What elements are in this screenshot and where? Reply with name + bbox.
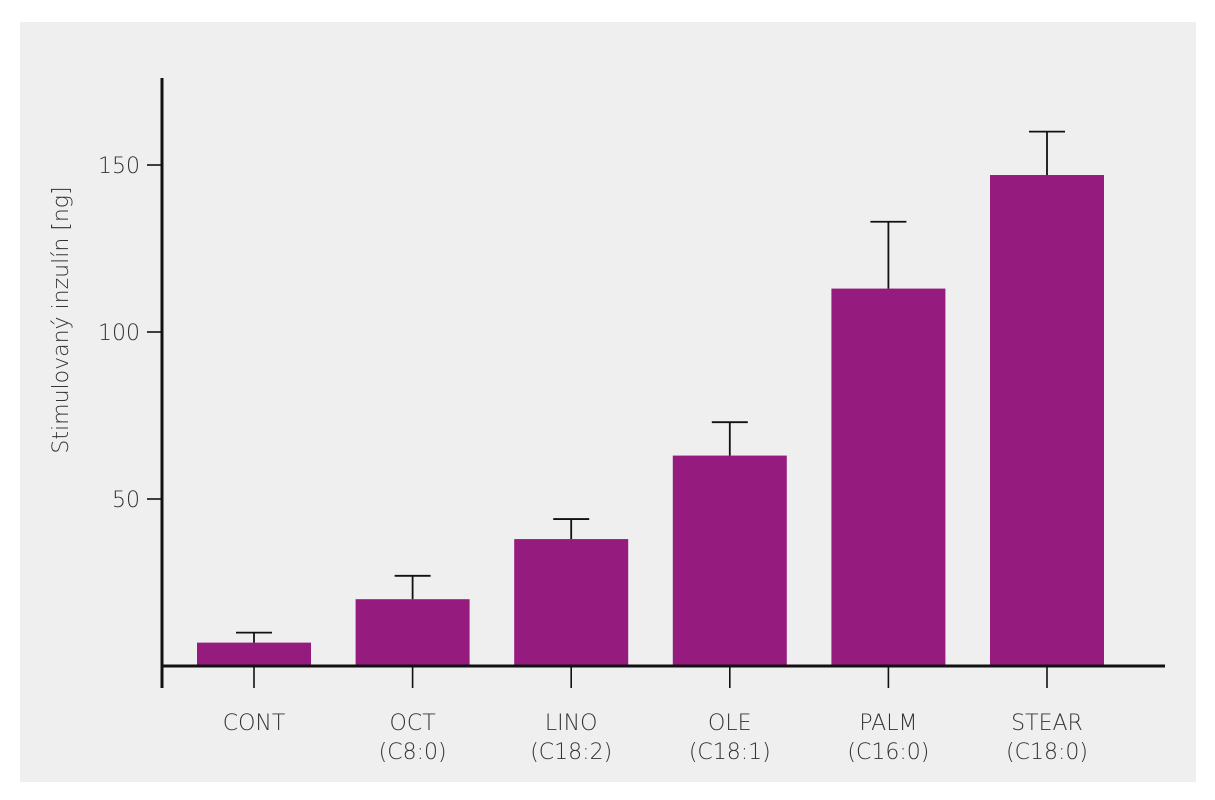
x-tick-label: PALM bbox=[859, 711, 917, 736]
bar bbox=[672, 455, 787, 666]
bar bbox=[990, 175, 1104, 666]
bar bbox=[831, 288, 946, 666]
x-tick-sublabel: (C16:0) bbox=[847, 740, 929, 765]
x-tick-sublabel: (C18:1) bbox=[689, 740, 771, 765]
error-bars-group bbox=[236, 130, 1065, 643]
y-ticks-group: 50 100 150 bbox=[98, 154, 162, 513]
x-tick-label: OLE bbox=[708, 711, 751, 736]
y-tick-label: 150 bbox=[98, 154, 140, 179]
x-tick-sublabel: (C8:0) bbox=[379, 740, 447, 765]
axes-group bbox=[160, 78, 1165, 688]
x-tick-label: LINO bbox=[545, 711, 598, 736]
x-tick-sublabel: (C18:0) bbox=[1006, 740, 1088, 765]
x-tick-sublabel: (C18:2) bbox=[530, 740, 612, 765]
y-tick-label: 50 bbox=[112, 488, 140, 513]
bar bbox=[197, 642, 311, 666]
x-tick-label: STEAR bbox=[1011, 711, 1083, 736]
x-tick-label: OCT bbox=[390, 711, 436, 736]
bar bbox=[514, 539, 629, 666]
y-axis-label: Stimulovaný inzulín [ng] bbox=[49, 186, 74, 453]
x-ticks-group: CONT OCT (C8:0) LINO (C18:2) OLE (C18:1) PALM (C… bbox=[223, 666, 1088, 765]
bars-group bbox=[197, 175, 1104, 666]
x-tick-label: CONT bbox=[223, 711, 286, 736]
bar bbox=[355, 599, 470, 666]
y-tick-label: 100 bbox=[98, 321, 140, 346]
